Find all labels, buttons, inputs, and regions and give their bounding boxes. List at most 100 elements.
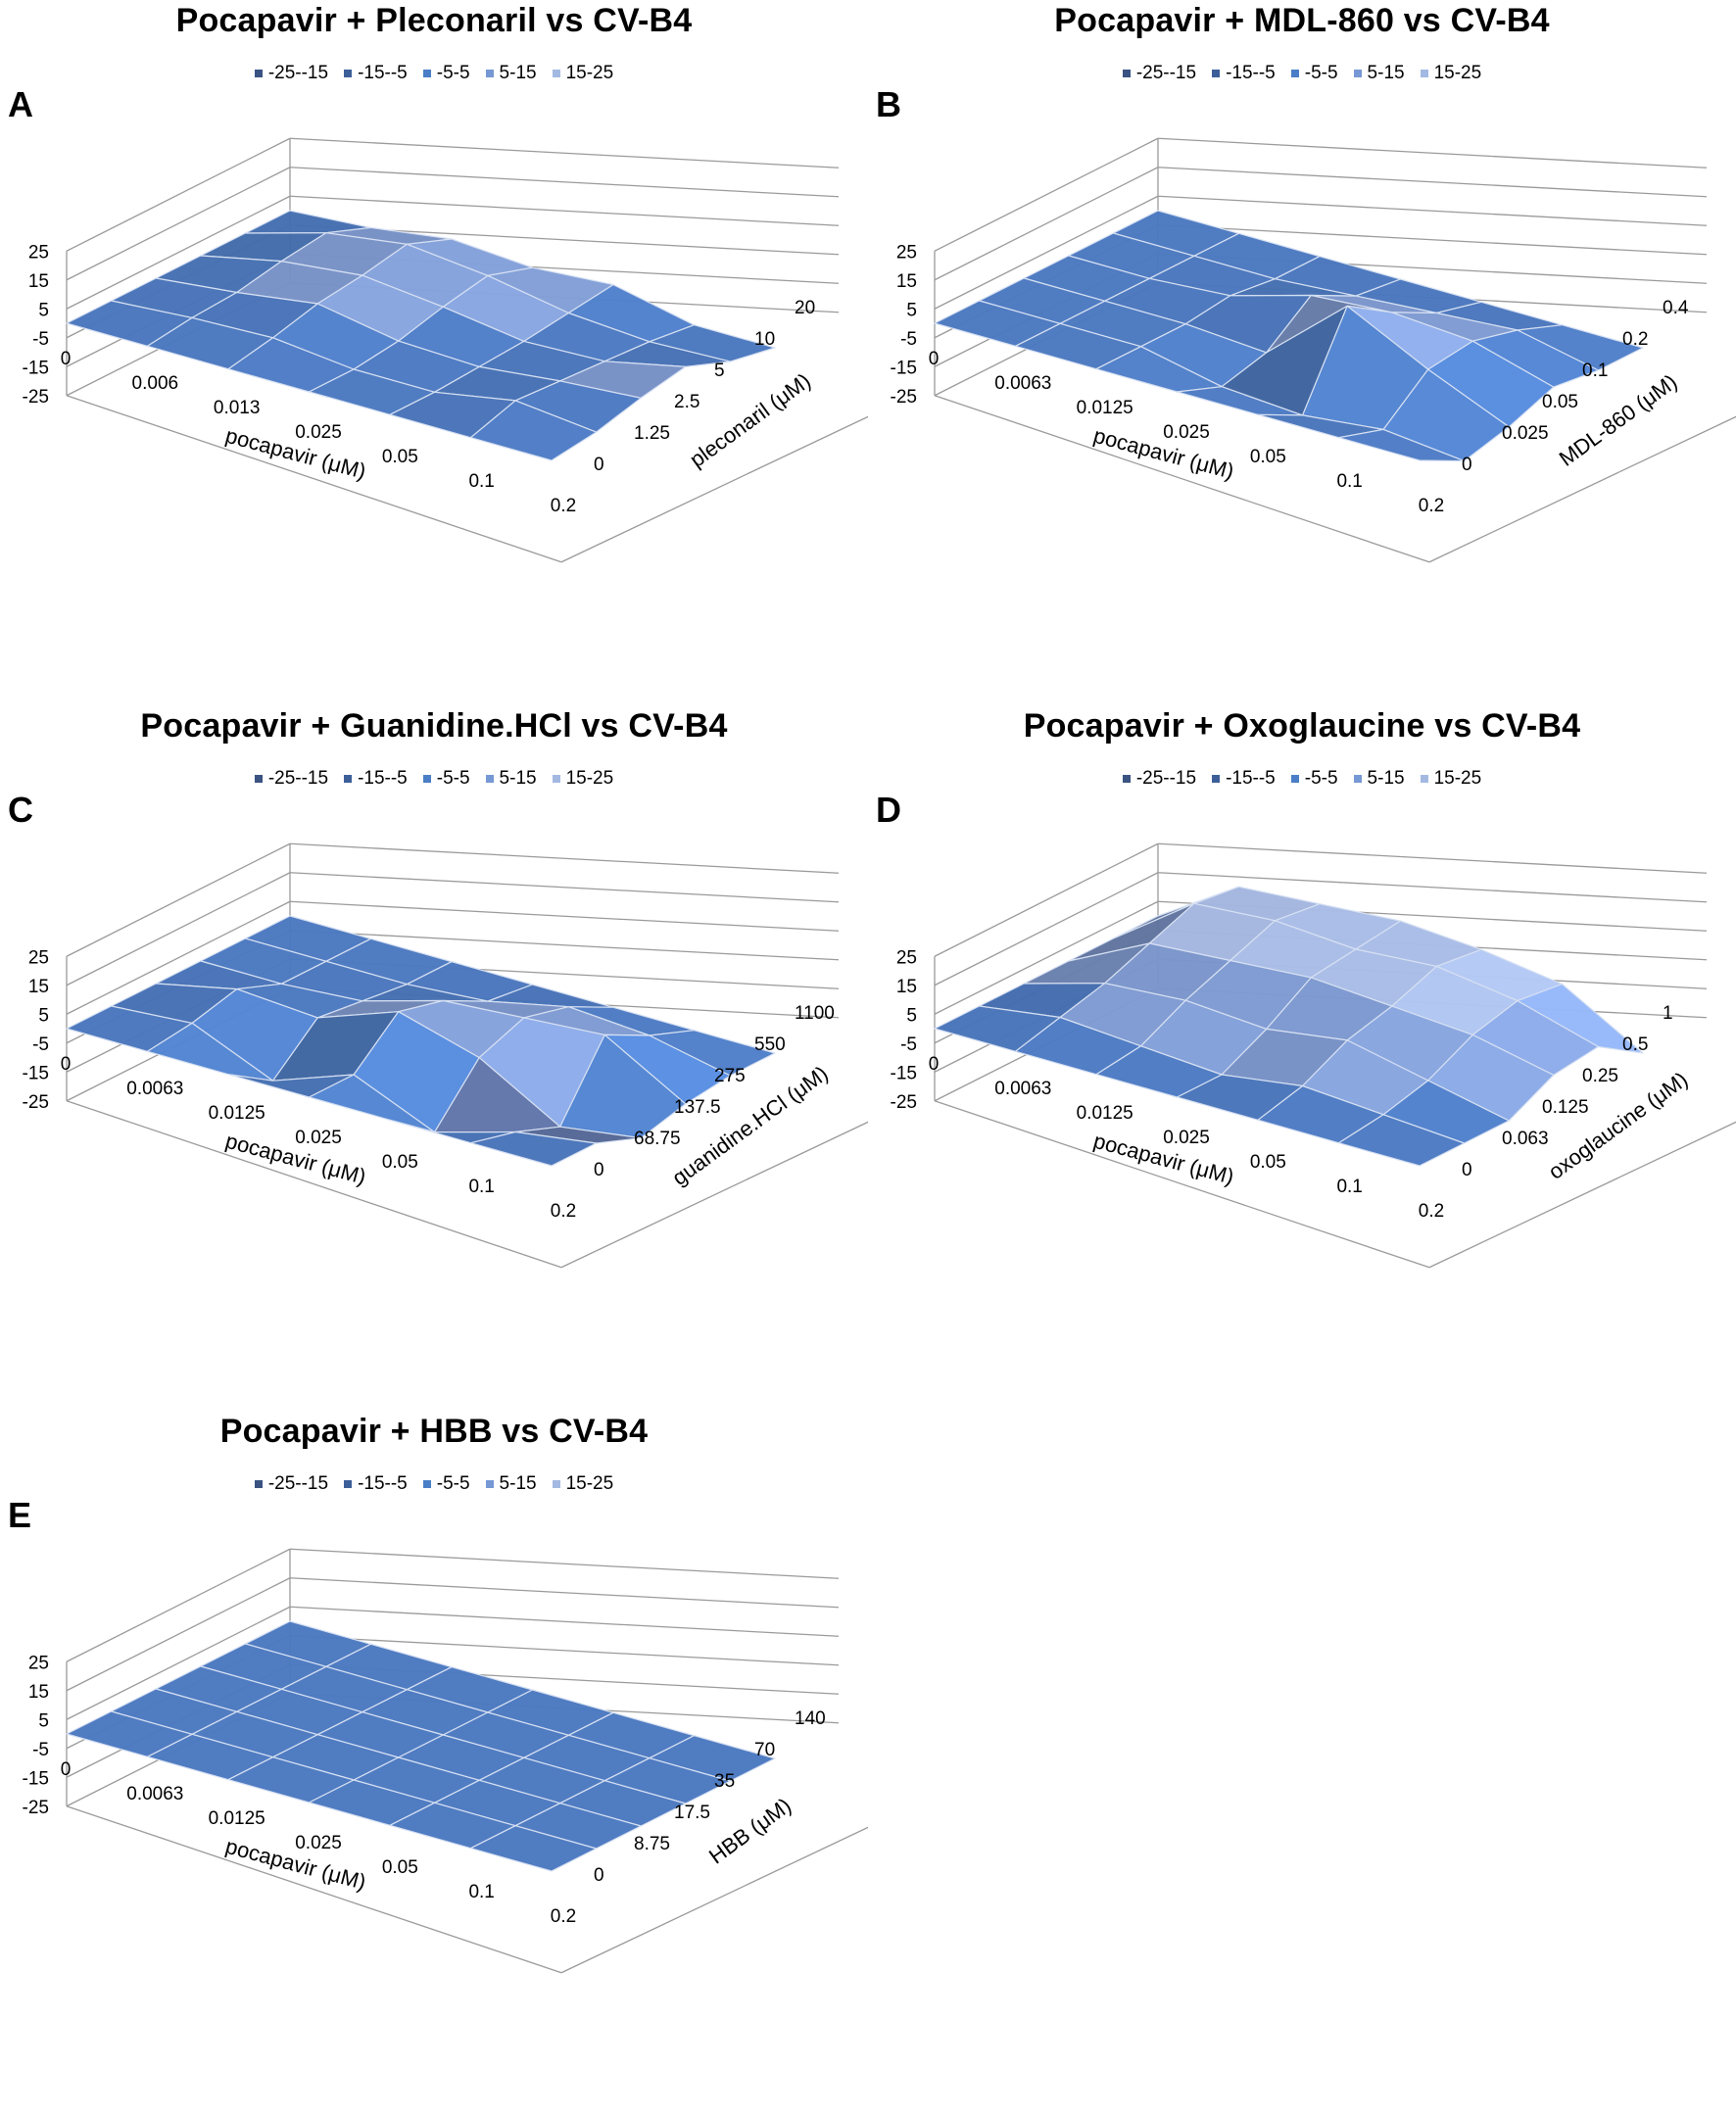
legend-swatch — [422, 1479, 431, 1488]
y-tick-label: 70 — [754, 1740, 775, 1760]
z-tick-label: 15 — [896, 271, 917, 292]
z-gridline-left — [934, 137, 1159, 252]
legend-label: -5-5 — [436, 63, 470, 83]
legend-item: -15--5 — [344, 768, 408, 790]
x-tick-label: 0.05 — [382, 1857, 418, 1878]
x-tick-label: 0.1 — [1336, 1177, 1362, 1197]
legend-item: 15-25 — [1420, 63, 1481, 84]
z-gridline-back — [1157, 167, 1708, 198]
chart-panel-a: Pocapavir + Pleconaril vs CV-B4 A -25--15-… — [0, 0, 868, 705]
surface — [934, 210, 1644, 462]
floor-edge-right — [1428, 415, 1736, 563]
y-tick-label: 1.25 — [634, 423, 670, 444]
y-axis-title: HBB (μM) — [704, 1793, 796, 1868]
y-tick-label: 140 — [795, 1708, 826, 1729]
panel-letter: E — [8, 1495, 32, 1535]
z-gridline-left — [66, 167, 291, 281]
x-tick-label: 0.05 — [1250, 447, 1286, 467]
y-tick-label: 0.125 — [1542, 1097, 1589, 1118]
legend-label: -25--15 — [267, 768, 329, 789]
z-tick-label: -25 — [891, 387, 917, 408]
legend-swatch — [344, 1479, 353, 1488]
z-gridline-back — [289, 842, 840, 874]
legend-item: 15-25 — [552, 1473, 613, 1495]
legend-label: -15--5 — [358, 1473, 408, 1494]
z-gridline-left — [66, 1548, 291, 1662]
y-tick-label: 1100 — [795, 1003, 835, 1024]
z-tick-label: -5 — [32, 1740, 49, 1760]
z-tick-label: -5 — [900, 1034, 917, 1055]
z-gridline-left — [934, 900, 1159, 1015]
legend-swatch — [552, 774, 560, 783]
y-tick-label: 0 — [594, 1160, 604, 1180]
legend-item: -25--15 — [254, 63, 328, 84]
legend-item: 15-25 — [552, 63, 613, 84]
y-tick-label: 10 — [754, 329, 775, 350]
x-tick-label: 0.0063 — [994, 1079, 1051, 1099]
y-tick-label: 0.5 — [1622, 1034, 1648, 1055]
chart-panel-e: Pocapavir + HBB vs CV-B4 E -25--15 -15--5 -5… — [0, 1411, 868, 2116]
floor-edge-front — [66, 395, 562, 563]
x-tick-label: 0.0125 — [209, 1808, 265, 1829]
panel-letter: B — [876, 84, 901, 124]
z-tick-label: 25 — [896, 242, 917, 263]
panel-letter: D — [876, 790, 901, 830]
z-tick-label: -25 — [23, 387, 49, 408]
y-tick-label: 550 — [754, 1034, 786, 1055]
x-tick-label: 0.05 — [1250, 1152, 1286, 1173]
y-tick-label: 1 — [1663, 1003, 1673, 1024]
floor-edge-right — [560, 415, 868, 563]
y-tick-label: 0.4 — [1663, 298, 1689, 318]
z-gridline-back — [289, 1635, 840, 1666]
z-gridline-left — [66, 1577, 291, 1692]
x-tick-label: 0 — [61, 349, 72, 369]
legend-item: -25--15 — [1122, 768, 1196, 790]
legend-swatch — [1212, 774, 1221, 783]
y-tick-label: 17.5 — [674, 1803, 710, 1823]
z-gridline-back — [289, 167, 840, 198]
surface-plot: 25 15 5 -5 -15 -25 0 0.0063 0.0125 0.025 0.05 0.1 0.… — [891, 842, 1736, 1269]
legend-swatch — [1353, 69, 1362, 77]
z-gridline-left — [66, 872, 291, 986]
surface-plot: 25 15 5 -5 -15 -25 0 0.0063 0.0125 0.025 0.05 0.1 0.… — [23, 842, 868, 1269]
y-axis-title: pleconaril (μM) — [685, 368, 815, 472]
surface-cell — [1337, 428, 1466, 462]
surface — [66, 915, 776, 1167]
legend: -25--15 -15--5 -5-5 5-15 15-25 — [0, 63, 868, 84]
y-tick-label: 5 — [714, 361, 725, 381]
legend-item: -15--5 — [1212, 63, 1276, 84]
z-tick-label: -15 — [23, 358, 49, 378]
legend-swatch — [1420, 69, 1428, 77]
y-tick-label: 35 — [714, 1771, 735, 1792]
legend: -25--15 -15--5 -5-5 5-15 15-25 — [0, 768, 868, 790]
floor-edge-front — [66, 1805, 562, 1974]
chart-title: Pocapavir + Guanidine.HCl vs CV-B4 — [140, 707, 728, 745]
legend-label: -5-5 — [436, 1473, 470, 1494]
z-tick-label: 5 — [906, 300, 917, 320]
legend-label: 5-15 — [1367, 768, 1405, 789]
surface — [66, 1620, 776, 1872]
x-tick-label: 0.0125 — [209, 1103, 265, 1124]
floor-edge-right — [560, 1826, 868, 1974]
x-tick-label: 0 — [929, 1054, 940, 1075]
legend-label: 5-15 — [1367, 63, 1405, 83]
z-tick-label: -25 — [23, 1798, 49, 1818]
z-gridline-back — [1157, 195, 1708, 226]
legend-item: -25--15 — [254, 768, 329, 790]
legend-item: -15--5 — [344, 63, 408, 84]
floor-edge-right — [1428, 1121, 1736, 1269]
z-gridline-back — [289, 900, 840, 932]
y-tick-label: 0 — [594, 455, 604, 475]
x-tick-label: 0.1 — [1336, 471, 1362, 492]
x-tick-label: 0.1 — [468, 471, 494, 492]
panel-letter: C — [8, 790, 33, 830]
legend-swatch — [485, 774, 494, 783]
floor-edge-front — [934, 1100, 1430, 1269]
surface-cell — [1337, 1114, 1466, 1167]
legend-item: -5-5 — [422, 1473, 470, 1495]
legend-label: -25--15 — [1135, 63, 1197, 83]
x-tick-label: 0.1 — [468, 1177, 494, 1197]
z-gridline-left — [934, 167, 1159, 281]
legend-label: 15-25 — [1433, 768, 1482, 789]
legend-swatch — [1353, 774, 1362, 783]
